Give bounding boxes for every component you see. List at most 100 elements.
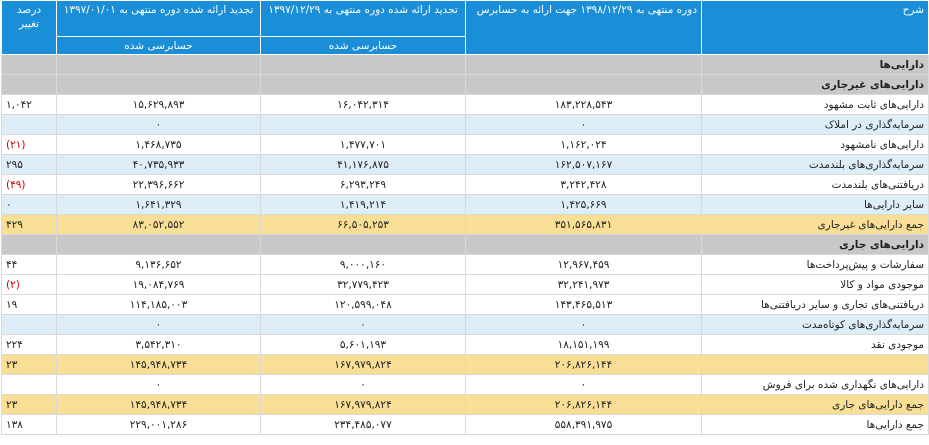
value-1398: ۱,۱۶۲,۰۲۴ xyxy=(465,134,702,155)
change-percent: ۱,۰۴۲ xyxy=(1,94,57,115)
value-1397-01: ۱۴۵,۹۴۸,۷۳۴ xyxy=(56,394,261,415)
value-1397-12 xyxy=(260,54,466,75)
value-1398: ۱,۴۲۵,۶۶۹ xyxy=(465,194,702,215)
row-label: سرمایه‌گذاری در املاک xyxy=(701,114,929,135)
value-1398: ۵۵۸,۳۹۱,۹۷۵ xyxy=(465,414,702,435)
value-1397-12: ۱۶۷,۹۷۹,۸۲۴ xyxy=(260,394,466,415)
row-label: سایر دارایی‌ها xyxy=(701,194,929,215)
value-1397-01 xyxy=(56,54,261,75)
table-row: سرمایه‌گذاری‌های کوتاه‌مدت ۰ ۰ ۰ xyxy=(1,314,929,335)
table-row: دریافتنی‌های بلندمدت ۳,۲۴۲,۴۲۸ ۶,۲۹۳,۲۴۹ ۲۲… xyxy=(1,174,929,195)
row-label: دارایی‌های نامشهود xyxy=(701,134,929,155)
table-row: سایر دارایی‌ها ۱,۴۲۵,۶۶۹ ۱,۴۱۹,۲۱۴ ۱,۶۴۱,۳۲… xyxy=(1,194,929,215)
value-1398 xyxy=(465,54,702,75)
value-1397-12: ۱,۴۷۷,۷۰۱ xyxy=(260,134,466,155)
value-1397-12 xyxy=(260,114,466,135)
value-1398: ۱۸۳,۲۲۸,۵۴۳ xyxy=(465,94,702,115)
value-1398: ۰ xyxy=(465,114,702,135)
change-percent: ۲۹۵ xyxy=(1,154,57,175)
value-1397-12: ۱۶,۰۴۲,۳۱۴ xyxy=(260,94,466,115)
total-row: ۲۰۶,۸۲۶,۱۴۴ ۱۶۷,۹۷۹,۸۲۴ ۱۴۵,۹۴۸,۷۳۴ ۲۳ xyxy=(1,354,929,375)
row-label: دارایی‌ها xyxy=(701,54,929,75)
section-header-row: دارایی‌ها xyxy=(1,54,929,75)
value-1397-12: ۰ xyxy=(260,374,466,395)
header-row: شرح دوره منتهی به ۱۳۹۸/۱۲/۲۹ جهت ارائه ب… xyxy=(1,0,929,55)
header-change-percent: درصد تغییر xyxy=(1,0,57,55)
value-1397-12 xyxy=(260,234,466,255)
value-1398: ۳۵۱,۵۶۵,۸۳۱ xyxy=(465,214,702,235)
change-percent xyxy=(1,234,57,255)
value-1398: ۰ xyxy=(465,374,702,395)
table-row: دریافتنی‌های تجاری و سایر دریافتنی‌ها ۱۴۳… xyxy=(1,294,929,315)
value-1397-01: ۲۲۹,۰۰۱,۲۸۶ xyxy=(56,414,261,435)
header-restated-1397-01: تجدید ارائه شده دوره منتهی به ۱۳۹۷/۰۱/۰۱ xyxy=(56,0,261,37)
value-1397-01: ۲۲,۳۹۶,۶۶۲ xyxy=(56,174,261,195)
value-1397-12 xyxy=(260,74,466,95)
value-1398: ۲۰۶,۸۲۶,۱۴۴ xyxy=(465,354,702,375)
value-1398: ۱۶۲,۵۰۷,۱۶۷ xyxy=(465,154,702,175)
value-1397-01: ۸۳,۰۵۲,۵۵۲ xyxy=(56,214,261,235)
value-1397-12: ۰ xyxy=(260,314,466,335)
value-1398: ۱۸,۱۵۱,۱۹۹ xyxy=(465,334,702,355)
row-label xyxy=(701,354,929,375)
value-1397-12: ۹,۰۰۰,۱۶۰ xyxy=(260,254,466,275)
change-percent: ۲۲۴ xyxy=(1,334,57,355)
total-row: جمع دارایی‌های جاری ۲۰۶,۸۲۶,۱۴۴ ۱۶۷,۹۷۹,۸۲… xyxy=(1,394,929,415)
value-1398: ۱۲,۹۶۷,۴۵۹ xyxy=(465,254,702,275)
change-percent: ۱۳۸ xyxy=(1,414,57,435)
value-1397-01: ۱۵,۶۲۹,۸۹۳ xyxy=(56,94,261,115)
row-label: موجودی مواد و کالا xyxy=(701,274,929,295)
change-percent xyxy=(1,314,57,335)
value-1398: ۳۲,۲۴۱,۹۷۳ xyxy=(465,274,702,295)
change-percent: ۱۹ xyxy=(1,294,57,315)
row-label: دارایی‌های غیرجاری xyxy=(701,74,929,95)
row-label: دارایی‌های نگهداری شده برای فروش xyxy=(701,374,929,395)
value-1397-01: ۰ xyxy=(56,314,261,335)
value-1397-12: ۱۲۰,۵۹۹,۰۴۸ xyxy=(260,294,466,315)
table-body: دارایی‌ها دارایی‌های غیرجاری دارایی‌های ثا… xyxy=(1,54,929,435)
change-percent: (۲) xyxy=(1,274,57,295)
value-1397-01: ۴۰,۷۳۵,۹۳۳ xyxy=(56,154,261,175)
table-row: جمع دارایی‌ها ۵۵۸,۳۹۱,۹۷۵ ۲۳۴,۴۸۵,۰۷۷ ۲۲۹,۰… xyxy=(1,414,929,435)
value-1397-12: ۴۱,۱۷۶,۸۷۵ xyxy=(260,154,466,175)
value-1397-12: ۳۲,۷۷۹,۴۲۳ xyxy=(260,274,466,295)
value-1397-12: ۶,۲۹۳,۲۴۹ xyxy=(260,174,466,195)
row-label: جمع دارایی‌های غیرجاری xyxy=(701,214,929,235)
section-header-row: دارایی‌های جاری xyxy=(1,234,929,255)
value-1397-01: ۱۴۵,۹۴۸,۷۳۴ xyxy=(56,354,261,375)
change-percent: ۲۳ xyxy=(1,394,57,415)
value-1397-01: ۱,۶۴۱,۳۲۹ xyxy=(56,194,261,215)
table-row: سرمایه‌گذاری در املاک ۰ ۰ xyxy=(1,114,929,135)
value-1397-01: ۱,۴۶۸,۷۳۵ xyxy=(56,134,261,155)
change-percent: (۴۹) xyxy=(1,174,57,195)
value-1398 xyxy=(465,74,702,95)
row-label: سرمایه‌گذاری‌های کوتاه‌مدت xyxy=(701,314,929,335)
value-1397-12: ۲۳۴,۴۸۵,۰۷۷ xyxy=(260,414,466,435)
value-1397-01 xyxy=(56,234,261,255)
value-1397-01: ۰ xyxy=(56,374,261,395)
value-1397-12: ۵,۶۰۱,۱۹۳ xyxy=(260,334,466,355)
header-period-1398: دوره منتهی به ۱۳۹۸/۱۲/۲۹ جهت ارائه به حس… xyxy=(465,0,702,55)
value-1397-01: ۰ xyxy=(56,114,261,135)
table-row: سفارشات و پیش‌پرداخت‌ها ۱۲,۹۶۷,۴۵۹ ۹,۰۰۰,۱… xyxy=(1,254,929,275)
total-row: جمع دارایی‌های غیرجاری ۳۵۱,۵۶۵,۸۳۱ ۶۶,۵۰۵,… xyxy=(1,214,929,235)
value-1397-12: ۱,۴۱۹,۲۱۴ xyxy=(260,194,466,215)
row-label: دریافتنی‌های بلندمدت xyxy=(701,174,929,195)
change-percent xyxy=(1,114,57,135)
change-percent xyxy=(1,74,57,95)
change-percent: (۲۱) xyxy=(1,134,57,155)
row-label: جمع دارایی‌ها xyxy=(701,414,929,435)
value-1397-01: ۹,۱۳۶,۶۵۲ xyxy=(56,254,261,275)
header-description: شرح xyxy=(701,0,929,55)
value-1398: ۳,۲۴۲,۴۲۸ xyxy=(465,174,702,195)
row-label: موجودی نقد xyxy=(701,334,929,355)
value-1397-01 xyxy=(56,74,261,95)
row-label: جمع دارایی‌های جاری xyxy=(701,394,929,415)
table-row: دارایی‌های نامشهود ۱,۱۶۲,۰۲۴ ۱,۴۷۷,۷۰۱ ۱,۴۶… xyxy=(1,134,929,155)
audited-label-1397-01: حسابرسی شده xyxy=(56,36,261,55)
change-percent: ۴۴ xyxy=(1,254,57,275)
change-percent xyxy=(1,54,57,75)
table-row: موجودی نقد ۱۸,۱۵۱,۱۹۹ ۵,۶۰۱,۱۹۳ ۳,۵۴۲,۳۱۰ ۲۲… xyxy=(1,334,929,355)
value-1397-01: ۱۹,۰۸۴,۷۶۹ xyxy=(56,274,261,295)
value-1398: ۱۴۳,۴۶۵,۵۱۳ xyxy=(465,294,702,315)
